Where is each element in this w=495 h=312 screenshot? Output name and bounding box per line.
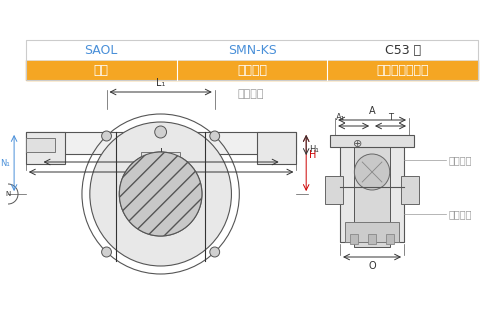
Bar [345, 222, 399, 242]
Text: N₁: N₁ [0, 158, 10, 168]
Bar [257, 132, 297, 164]
Bar [26, 40, 478, 60]
Circle shape [101, 131, 111, 141]
Text: H₁: H₁ [309, 145, 319, 154]
Text: L₁: L₁ [156, 78, 165, 88]
Text: O: O [368, 261, 376, 271]
Circle shape [119, 152, 202, 236]
Circle shape [210, 131, 220, 141]
Text: 单元: 单元 [94, 64, 109, 76]
Text: 固定安装: 固定安装 [449, 155, 472, 165]
Text: 尺寸及额定载荷: 尺寸及额定载荷 [377, 64, 429, 76]
Bar [401, 176, 419, 204]
Bar [141, 152, 180, 158]
Bar [26, 40, 478, 80]
Circle shape [210, 247, 220, 257]
Circle shape [354, 154, 390, 190]
Text: 浮动安装: 浮动安装 [449, 209, 472, 219]
Bar [26, 132, 297, 154]
Text: 轴承数据: 轴承数据 [238, 89, 264, 99]
Bar [325, 176, 343, 204]
Text: H: H [309, 150, 316, 160]
Bar [26, 132, 65, 164]
Text: 轴承编号: 轴承编号 [237, 64, 267, 76]
Text: SMN-KS: SMN-KS [228, 43, 277, 56]
Bar [26, 138, 55, 152]
Text: ⊕: ⊕ [352, 139, 362, 149]
Text: L: L [158, 176, 164, 186]
Text: SAOL: SAOL [85, 43, 118, 56]
Bar [330, 135, 414, 147]
Circle shape [0, 184, 18, 204]
Bar [26, 60, 478, 80]
Text: A₁: A₁ [336, 113, 345, 122]
Circle shape [155, 126, 166, 138]
Bar [386, 234, 394, 244]
Text: A: A [369, 106, 375, 116]
Circle shape [90, 122, 232, 266]
Bar [340, 142, 404, 242]
Circle shape [119, 152, 202, 236]
Bar [350, 234, 358, 244]
Bar [368, 234, 376, 244]
Circle shape [101, 247, 111, 257]
Bar [354, 137, 390, 247]
Text: T: T [388, 113, 393, 122]
Text: C53 页: C53 页 [385, 43, 421, 56]
Text: N: N [5, 191, 11, 197]
Text: J: J [160, 148, 162, 158]
